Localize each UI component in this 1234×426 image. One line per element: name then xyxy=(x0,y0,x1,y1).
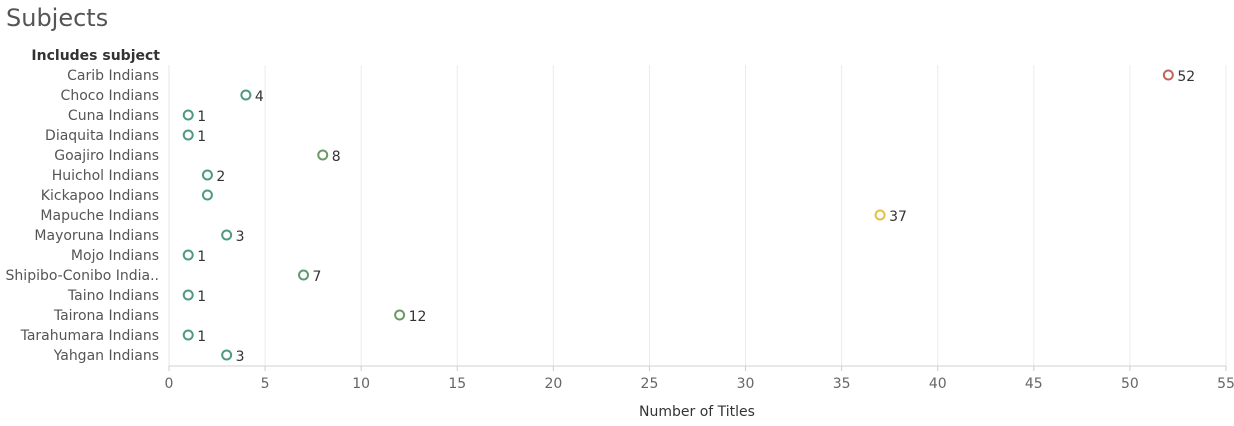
data-label: 12 xyxy=(409,309,427,325)
x-tick-label: 40 xyxy=(929,376,947,392)
category-label: Tarahumara Indians xyxy=(20,328,159,344)
data-point[interactable] xyxy=(182,289,194,301)
data-label: 1 xyxy=(197,249,206,265)
category-label: Shipibo-Conibo India.. xyxy=(6,268,159,284)
x-tick-label: 10 xyxy=(352,376,370,392)
data-point[interactable] xyxy=(874,209,886,221)
x-tick-label: 50 xyxy=(1121,376,1139,392)
data-label: 1 xyxy=(197,289,206,305)
data-label: 1 xyxy=(197,329,206,345)
x-tick-label: 45 xyxy=(1025,376,1043,392)
category-label: Mayoruna Indians xyxy=(34,228,159,244)
x-tick-label: 0 xyxy=(165,376,174,392)
data-label: 52 xyxy=(1177,69,1195,85)
page-title: Subjects xyxy=(6,4,109,32)
data-label: 8 xyxy=(332,149,341,165)
data-label: 7 xyxy=(313,269,322,285)
category-label: Mojo Indians xyxy=(71,248,159,264)
category-label: Goajiro Indians xyxy=(54,148,159,164)
category-label: Tairona Indians xyxy=(53,308,159,324)
x-tick-label: 5 xyxy=(261,376,270,392)
data-point[interactable] xyxy=(182,129,194,141)
category-label: Carib Indians xyxy=(67,68,159,84)
data-label: 4 xyxy=(255,89,264,105)
data-label: 2 xyxy=(216,169,225,185)
data-point[interactable] xyxy=(201,189,213,201)
data-point[interactable] xyxy=(182,249,194,261)
gridlines xyxy=(264,65,1227,366)
data-point[interactable] xyxy=(201,169,213,181)
category-label: Mapuche Indians xyxy=(40,208,159,224)
data-point[interactable] xyxy=(298,269,310,281)
category-label: Diaquita Indians xyxy=(45,128,159,144)
x-tick-label: 15 xyxy=(448,376,466,392)
data-label: 1 xyxy=(197,109,206,125)
data-point[interactable] xyxy=(317,149,329,161)
x-tick-label: 25 xyxy=(641,376,659,392)
category-labels: Carib Indians Choco Indians Cuna Indians Di… xyxy=(6,68,159,364)
category-label: Kickapoo Indians xyxy=(41,188,159,204)
category-label: Huichol Indians xyxy=(52,168,159,184)
x-axis-title: Number of Titles xyxy=(639,404,755,420)
data-point[interactable] xyxy=(394,309,406,321)
data-label: 3 xyxy=(236,349,245,365)
x-tick-label: 20 xyxy=(544,376,562,392)
category-label: Yahgan Indians xyxy=(53,348,159,364)
data-label: 1 xyxy=(197,129,206,145)
data-point[interactable] xyxy=(1162,69,1174,81)
x-tick-label: 55 xyxy=(1217,376,1234,392)
category-label: Choco Indians xyxy=(61,88,159,104)
x-tick-label: 35 xyxy=(833,376,851,392)
data-point[interactable] xyxy=(182,109,194,121)
data-point[interactable] xyxy=(221,229,233,241)
row-header: Includes subject xyxy=(31,48,160,64)
data-label: 37 xyxy=(889,209,907,225)
category-label: Taino Indians xyxy=(67,288,159,304)
x-tick-label: 30 xyxy=(737,376,755,392)
category-label: Cuna Indians xyxy=(68,108,159,124)
data-point[interactable] xyxy=(221,349,233,361)
x-axis: 0 5 10 15 20 25 30 35 40 45 50 55 xyxy=(165,65,1234,392)
data-point[interactable] xyxy=(182,329,194,341)
data-points: 52 4 1 1 8 2 37 3 1 7 1 12 1 3 xyxy=(182,69,1195,365)
data-label: 3 xyxy=(236,229,245,245)
data-point[interactable] xyxy=(240,89,252,101)
